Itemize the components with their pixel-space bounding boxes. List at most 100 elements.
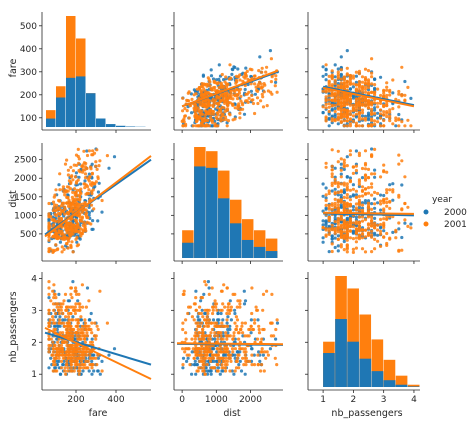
point-2000-dist-vs-fare-45 — [47, 217, 51, 221]
point-2001-fare-vs-dist-161 — [215, 106, 220, 110]
point-2001-nb_passengers-vs-dist-179 — [272, 334, 276, 338]
point-2001-nb_passengers-vs-dist-206 — [252, 363, 257, 367]
point-2001-fare-vs-nb_passengers-156 — [385, 93, 389, 98]
point-2001-fare-vs-dist-319 — [229, 94, 233, 98]
point-2001-dist-vs-nb_passengers-238 — [391, 190, 395, 194]
point-2000-dist-vs-nb_passengers-103 — [342, 167, 346, 171]
legend: year 2000 2001 — [423, 195, 467, 230]
point-2001-dist-vs-fare-45 — [87, 188, 91, 192]
point-2000-dist-vs-nb_passengers-1 — [360, 201, 365, 205]
regression-line-2001-dist-vs-nb_passengers — [323, 211, 414, 215]
point-2001-dist-vs-fare-343 — [71, 250, 75, 254]
point-2001-nb_passengers-vs-dist-277 — [223, 359, 227, 363]
point-2001-nb_passengers-vs-dist-111 — [209, 331, 213, 335]
point-2001-nb_passengers-vs-dist-72 — [215, 334, 220, 338]
point-2000-nb_passengers-vs-dist-112 — [207, 286, 211, 290]
point-2001-fare-vs-nb_passengers-387 — [342, 102, 346, 107]
point-2001-nb_passengers-vs-fare-106 — [51, 318, 55, 322]
point-2001-nb_passengers-vs-fare-316 — [57, 337, 61, 341]
hist-bar-front-fare-2000-1 — [56, 97, 66, 127]
point-2000-nb_passengers-vs-dist-70 — [196, 318, 200, 322]
point-2001-fare-vs-nb_passengers-230 — [379, 112, 383, 116]
point-2001-dist-vs-nb_passengers-45 — [391, 188, 395, 192]
point-2001-dist-vs-nb_passengers-299 — [324, 227, 328, 231]
point-2001-nb_passengers-vs-fare-288 — [54, 353, 58, 357]
point-2001-nb_passengers-vs-fare-232 — [74, 286, 78, 290]
point-2001-fare-vs-dist-385 — [209, 118, 214, 122]
point-2001-nb_passengers-vs-dist-410 — [201, 327, 205, 332]
point-2001-nb_passengers-vs-dist-384 — [257, 324, 261, 328]
point-2001-dist-vs-nb_passengers-94 — [339, 245, 343, 249]
legend-entry-2001: 2001 — [444, 220, 467, 230]
point-2001-nb_passengers-vs-dist-411 — [229, 305, 233, 309]
point-2001-nb_passengers-vs-dist-140 — [204, 321, 209, 325]
point-2001-nb_passengers-vs-dist-250 — [228, 356, 232, 360]
point-2001-nb_passengers-vs-fare-399 — [69, 286, 73, 290]
point-2000-nb_passengers-vs-dist-55 — [253, 337, 257, 341]
point-2001-nb_passengers-vs-dist-46 — [232, 334, 236, 338]
point-2001-dist-vs-nb_passengers-284 — [385, 170, 389, 174]
point-2000-fare-vs-dist-54 — [258, 55, 262, 59]
point-2000-nb_passengers-vs-dist-86 — [233, 311, 237, 316]
point-2001-dist-vs-nb_passengers-290 — [327, 206, 331, 210]
point-2001-dist-vs-fare-135 — [74, 181, 78, 185]
point-2001-nb_passengers-vs-dist-319 — [229, 308, 233, 312]
hist-bar-dist-2001-6 — [253, 230, 266, 258]
point-2001-dist-vs-fare-296 — [57, 216, 61, 220]
point-2001-dist-vs-nb_passengers-46 — [357, 194, 361, 198]
point-2000-nb_passengers-vs-fare-109 — [49, 356, 53, 360]
point-2001-dist-vs-nb_passengers-265 — [336, 190, 340, 195]
point-2001-fare-vs-nb_passengers-335 — [345, 82, 349, 86]
point-2001-nb_passengers-vs-dist-365 — [255, 308, 259, 312]
point-2001-dist-vs-nb_passengers-357 — [360, 215, 365, 219]
point-2001-dist-vs-nb_passengers-209 — [336, 181, 340, 185]
point-2001-nb_passengers-vs-dist-357 — [213, 331, 217, 335]
point-2001-nb_passengers-vs-dist-113 — [213, 302, 217, 306]
point-2001-fare-vs-nb_passengers-408 — [370, 71, 374, 75]
point-2001-nb_passengers-vs-fare-294 — [76, 324, 80, 328]
point-2001-fare-vs-dist-387 — [217, 102, 221, 107]
point-2001-nb_passengers-vs-dist-256 — [194, 308, 198, 312]
point-2001-nb_passengers-vs-fare-283 — [51, 340, 55, 344]
point-2001-nb_passengers-vs-dist-116 — [205, 363, 209, 367]
point-2001-nb_passengers-vs-dist-306 — [219, 350, 223, 354]
point-2001-fare-vs-nb_passengers-401 — [330, 119, 334, 123]
point-2001-dist-vs-nb_passengers-328 — [354, 240, 358, 244]
point-2001-fare-vs-nb_passengers-409 — [357, 110, 361, 114]
point-2001-dist-vs-nb_passengers-342 — [357, 153, 361, 158]
point-2001-nb_passengers-vs-fare-382 — [91, 363, 95, 367]
point-2001-fare-vs-dist-144 — [238, 116, 242, 120]
point-2000-fare-vs-nb_passengers-126 — [354, 115, 358, 119]
point-2000-nb_passengers-vs-fare-112 — [85, 286, 90, 290]
point-2001-dist-vs-nb_passengers-234 — [382, 201, 386, 205]
point-2001-dist-vs-fare-221 — [53, 203, 57, 207]
point-2000-nb_passengers-vs-dist-1 — [226, 331, 230, 335]
point-2001-fare-vs-dist-419 — [210, 88, 214, 92]
point-2001-fare-vs-dist-300 — [247, 96, 251, 100]
point-2001-nb_passengers-vs-dist-354 — [205, 347, 209, 351]
point-2001-nb_passengers-vs-dist-47 — [190, 315, 194, 319]
point-2001-fare-vs-dist-264 — [250, 93, 254, 98]
point-2000-fare-vs-nb_passengers-86 — [379, 75, 383, 79]
point-2001-fare-vs-nb_passengers-396 — [382, 95, 386, 99]
point-2001-fare-vs-nb_passengers-136 — [348, 109, 352, 113]
point-2000-nb_passengers-vs-dist-155 — [192, 363, 196, 367]
point-2001-dist-vs-nb_passengers-321 — [376, 228, 380, 232]
point-2000-dist-vs-nb_passengers-189 — [324, 223, 328, 227]
point-2001-nb_passengers-vs-dist-117 — [217, 359, 221, 363]
point-2000-dist-vs-nb_passengers-123 — [351, 205, 355, 209]
point-2001-fare-vs-dist-87 — [250, 68, 254, 72]
point-2001-dist-vs-fare-295 — [76, 223, 80, 227]
point-2001-dist-vs-fare-314 — [69, 244, 73, 248]
point-2000-nb_passengers-vs-dist-200 — [222, 353, 226, 357]
point-2001-fare-vs-dist-327 — [225, 83, 229, 87]
point-2001-nb_passengers-vs-dist-230 — [227, 311, 231, 316]
point-2001-dist-vs-fare-293 — [62, 247, 66, 251]
point-2000-nb_passengers-vs-dist-98 — [181, 366, 185, 370]
point-2001-fare-vs-dist-395 — [231, 102, 235, 106]
point-2001-nb_passengers-vs-fare-136 — [59, 343, 64, 348]
point-2001-fare-vs-nb_passengers-392 — [360, 108, 365, 112]
point-2001-nb_passengers-vs-dist-400 — [259, 350, 263, 354]
point-2001-fare-vs-dist-397 — [246, 77, 250, 82]
point-2001-dist-vs-fare-69 — [76, 178, 80, 182]
